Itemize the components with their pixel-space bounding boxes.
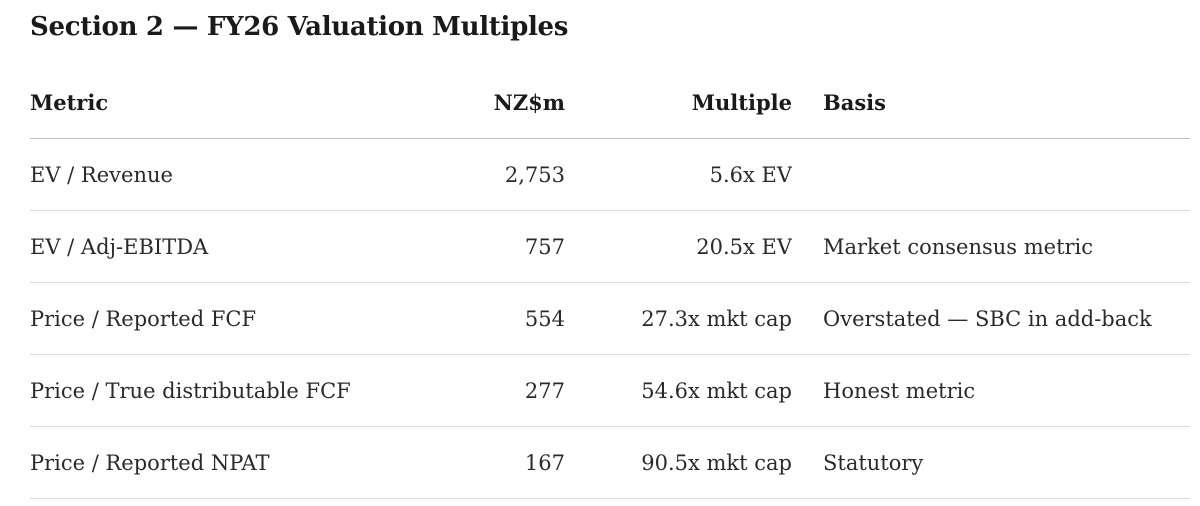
cell-metric: EV / Adj-EBITDA [30,210,435,283]
cell-multiple: 20.5x EV [565,210,792,283]
cell-metric: EV / Revenue [30,138,435,211]
cell-basis: Overstated — SBC in add-back [792,282,1190,355]
column-header-multiple: Multiple [565,67,792,139]
cell-basis: Honest metric [792,354,1190,427]
column-header-basis: Basis [792,67,1190,139]
table-row: Price / True distributable FCF 277 54.6x… [30,354,1190,427]
cell-multiple: 54.6x mkt cap [565,354,792,427]
cell-value: 757 [435,210,565,283]
cell-basis: Market consensus metric [792,210,1190,283]
column-header-nzdm: NZ$m [435,67,565,139]
table-row: Price / Reported NPAT 167 90.5x mkt cap … [30,426,1190,499]
cell-value: 277 [435,354,565,427]
table-header: Metric NZ$m Multiple Basis [30,67,1190,139]
cell-metric: Price / True distributable FCF [30,354,435,427]
table-row: EV / Adj-EBITDA 757 20.5x EV Market cons… [30,210,1190,283]
cell-basis: Statutory [792,426,1190,499]
cell-metric: Price / Reported FCF [30,282,435,355]
cell-value: 2,753 [435,138,565,211]
cell-basis [792,138,1190,211]
table-row: Price / Reported FCF 554 27.3x mkt cap O… [30,282,1190,355]
cell-value: 554 [435,282,565,355]
cell-metric: Price / Reported NPAT [30,426,435,499]
cell-multiple: 27.3x mkt cap [565,282,792,355]
table-row: EV / Revenue 2,753 5.6x EV [30,138,1190,211]
header-row: Metric NZ$m Multiple Basis [30,67,1190,139]
section-title: Section 2 — FY26 Valuation Multiples [30,12,569,42]
cell-multiple: 90.5x mkt cap [565,426,792,499]
column-header-metric: Metric [30,67,435,139]
valuation-multiples-table: Metric NZ$m Multiple Basis EV / Revenue … [30,67,1190,499]
cell-value: 167 [435,426,565,499]
cell-multiple: 5.6x EV [565,138,792,211]
table-body: EV / Revenue 2,753 5.6x EV EV / Adj-EBIT… [30,138,1190,499]
